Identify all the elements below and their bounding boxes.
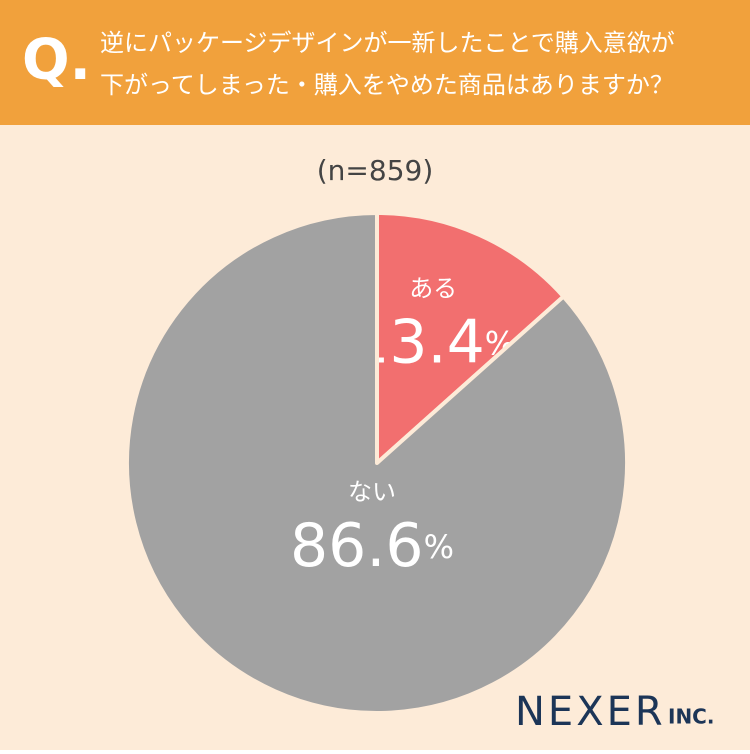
pie-slice (125, 211, 629, 715)
subtitle: (n=859) (317, 154, 434, 187)
logo-suffix: INC. (668, 705, 714, 729)
value-number: 86.6 (290, 511, 424, 581)
header (0, 0, 750, 125)
pie-slice (375, 211, 566, 465)
category-label: ない (348, 478, 396, 506)
value-label: 86.6% (290, 511, 454, 581)
title-line: 逆にパッケージデザインが一新したことで購入意欲が (100, 29, 675, 57)
logo-name: NEXER (515, 689, 666, 735)
title-line: 下がってしまった・購入をやめた商品はありますか？ (100, 71, 674, 99)
value-unit: % (424, 528, 454, 566)
category-label: ある (409, 275, 457, 303)
question-mark: Q. (22, 28, 91, 93)
